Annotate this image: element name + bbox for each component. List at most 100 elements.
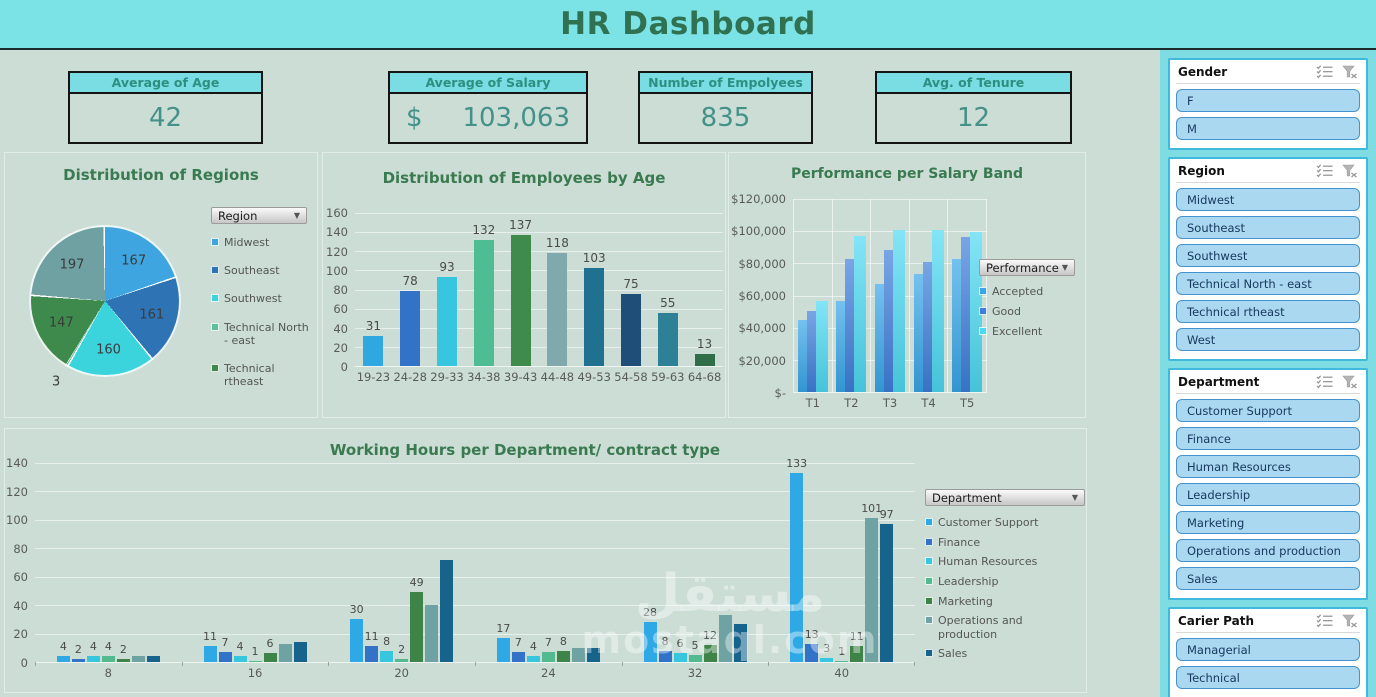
y-tick-label: 80 <box>13 541 28 556</box>
kpi-value: 12 <box>956 103 991 133</box>
legend-label: Accepted <box>992 285 1044 298</box>
bar-wrap <box>293 463 307 662</box>
bar <box>688 654 702 662</box>
x-axis-label: 54-58 <box>614 370 648 384</box>
bar-wrap <box>571 463 585 662</box>
slicer-item[interactable]: Southeast <box>1176 216 1360 239</box>
slicer-item[interactable]: M <box>1176 117 1360 140</box>
multi-select-icon[interactable] <box>1316 164 1334 178</box>
bar-wrap: 4 <box>101 463 115 662</box>
bar <box>410 592 424 662</box>
slicer-item[interactable]: Operations and production <box>1176 539 1360 562</box>
clear-filter-icon[interactable] <box>1342 65 1358 79</box>
y-tick-label: 120 <box>326 244 348 259</box>
clear-filter-icon[interactable] <box>1342 614 1358 628</box>
chart-title: Working Hours per Department/ contract t… <box>329 441 721 459</box>
slicer-item[interactable]: Sales <box>1176 567 1360 590</box>
bar-wrap: 7 <box>218 463 232 662</box>
bar-data-label: 1 <box>251 644 259 658</box>
y-tick-label: 20 <box>13 627 28 642</box>
bar <box>673 653 687 662</box>
age-chart-panel: Distribution of Employees by Age 0 20 40 60… <box>322 152 726 418</box>
slicer-title: Department <box>1178 375 1260 389</box>
clear-filter-icon[interactable] <box>1342 375 1358 389</box>
gridline <box>355 213 723 214</box>
bar-wrap <box>131 463 145 662</box>
regions-pie-panel: Distribution of Regions 167 161 160 3 147 197… <box>4 152 318 418</box>
bar-wrap: 3 <box>820 463 834 662</box>
bar-data-label: 31 <box>365 319 382 334</box>
slicer-item[interactable]: West <box>1176 328 1360 351</box>
bar-groups: T1 T2 T3 T4 T5 <box>793 199 987 410</box>
bar-wrap: 55 <box>657 213 678 366</box>
legend-swatch <box>925 649 933 658</box>
legend-label: Excellent <box>992 325 1043 339</box>
bar-wrap: 133 <box>786 457 807 662</box>
bar-wrap <box>815 199 828 392</box>
slicer-item[interactable]: Managerial <box>1176 638 1360 661</box>
slicer-gender: Gender F M <box>1168 58 1368 150</box>
gridline <box>35 548 915 550</box>
bar <box>854 236 867 392</box>
multi-select-icon[interactable] <box>1316 65 1334 79</box>
legend-item: Technical North - east <box>211 321 313 347</box>
working-hours-legend: Department ▼ Customer Support Finance Huma… <box>925 489 1085 661</box>
y-tick-label: $100,000 <box>731 224 786 239</box>
bar-wrap: 7 <box>511 463 525 662</box>
slicer-item[interactable]: Human Resources <box>1176 455 1360 478</box>
slicer-item[interactable]: Finance <box>1176 427 1360 450</box>
x-axis-label: 29-33 <box>430 370 464 384</box>
bar-group: 13 64-68 <box>686 213 723 384</box>
region-filter-dropdown[interactable]: Region ▼ <box>211 207 307 224</box>
bar-group: T3 <box>870 199 909 410</box>
legend-item: Leadership <box>925 575 1085 588</box>
bar-wrap: 31 <box>363 213 384 366</box>
bar <box>620 294 641 366</box>
x-axis-label: 40 <box>834 666 850 680</box>
slicer-item[interactable]: Midwest <box>1176 188 1360 211</box>
x-axis-label: 64-68 <box>687 370 722 384</box>
legend-label: Southwest <box>224 292 282 306</box>
bar-data-label: 2 <box>398 643 406 657</box>
bar-data-label: 137 <box>509 218 533 232</box>
kpi-label: Average of Age <box>68 71 263 94</box>
bar-wrap: 4 <box>56 463 70 662</box>
multi-select-icon[interactable] <box>1316 614 1334 628</box>
legend-swatch <box>925 577 933 586</box>
slicer-item[interactable]: Technical rtheast <box>1176 300 1360 323</box>
slicer-item[interactable]: F <box>1176 89 1360 112</box>
legend-label: Finance <box>938 535 981 549</box>
slicer-item[interactable]: Technical <box>1176 666 1360 689</box>
kpi-label: Avg. of Tenure <box>875 71 1072 94</box>
gridline <box>793 199 987 200</box>
y-tick-label: $60,000 <box>738 289 786 303</box>
multi-select-icon[interactable] <box>1316 375 1334 389</box>
bar-wrap <box>278 463 292 662</box>
slicer-header-icons <box>1316 375 1358 389</box>
clear-filter-icon[interactable] <box>1342 164 1358 178</box>
legend-swatch <box>925 616 933 625</box>
y-tick-label: 60 <box>13 570 28 585</box>
legend-swatch <box>211 322 219 331</box>
bar-data-label: 28 <box>643 606 658 620</box>
gridline <box>355 232 723 234</box>
legend-swatch <box>211 294 219 303</box>
slicer-item[interactable]: Customer Support <box>1176 399 1360 422</box>
bar-wrap <box>733 463 747 662</box>
slicer-item[interactable]: Southwest <box>1176 244 1360 267</box>
legend-swatch <box>925 518 933 526</box>
performance-filter-dropdown[interactable]: Performance ▼ <box>979 259 1075 276</box>
gridline <box>355 346 723 348</box>
slicer-item[interactable]: Leadership <box>1176 483 1360 506</box>
y-axis: 0 20 40 60 80 100 120 140 160 <box>325 206 355 374</box>
bar-data-label: 55 <box>660 296 676 311</box>
bar-data-label: 11 <box>849 630 864 644</box>
bar-data-label: 1 <box>838 644 846 658</box>
slicer-item[interactable]: Technical North - east <box>1176 272 1360 295</box>
bar-group: T4 <box>908 199 948 410</box>
department-filter-dropdown[interactable]: Department ▼ <box>925 489 1085 506</box>
slicer-item[interactable]: Marketing <box>1176 511 1360 534</box>
legend-item: Customer Support <box>925 516 1085 529</box>
y-axis: $- $20,000 $40,000 $60,000 $80,000 $100,000 $1… <box>731 192 793 400</box>
legend-swatch <box>979 307 987 316</box>
